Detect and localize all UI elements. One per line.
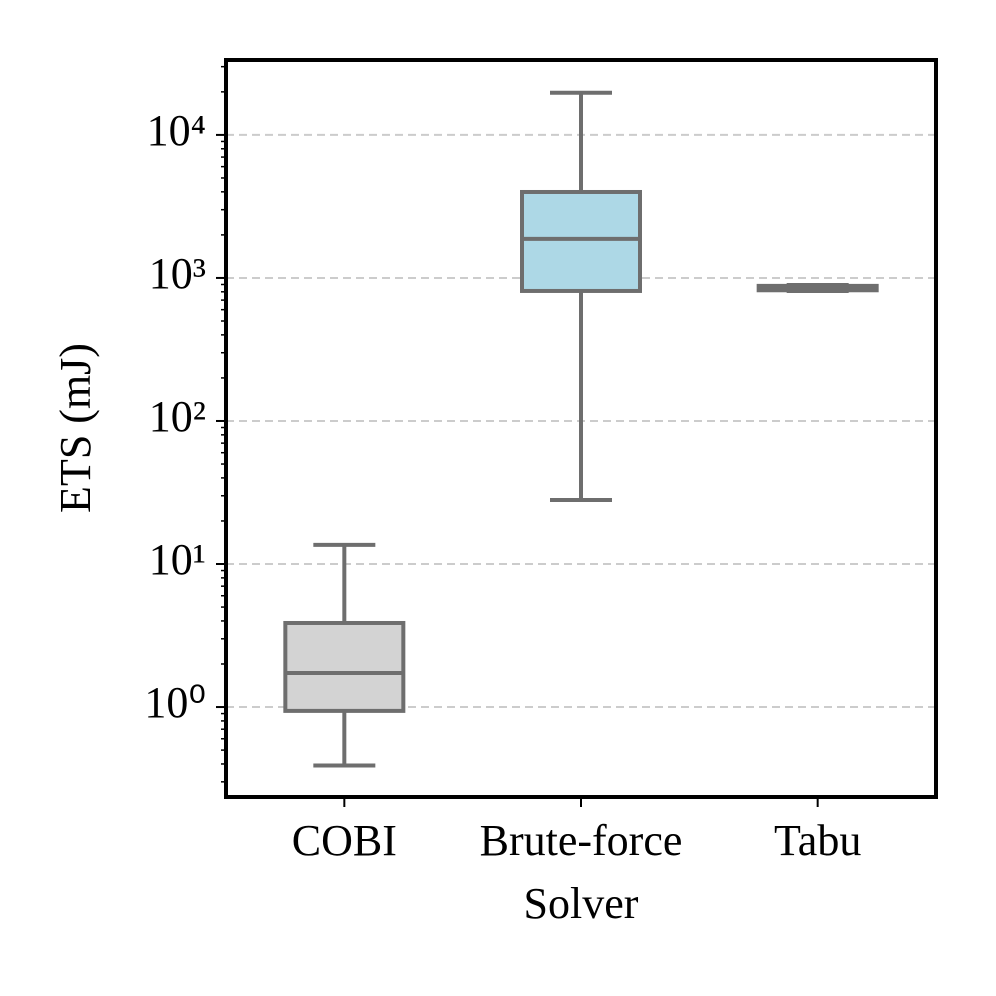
x-tick-label: Brute-force [480, 816, 683, 865]
y-axis-label: ETS (mJ) [51, 343, 100, 513]
y-tick-label: 10³ [149, 249, 206, 298]
plot-frame [224, 58, 938, 799]
x-tick-label: COBI [292, 816, 397, 865]
x-tick-label: Tabu [774, 816, 861, 865]
x-axis-label: Solver [524, 879, 639, 928]
y-tick-label: 10⁰ [144, 678, 206, 727]
y-tick-label: 10¹ [149, 535, 206, 584]
y-tick-label: 10² [149, 392, 206, 441]
box [283, 620, 406, 713]
box [520, 189, 642, 293]
y-tick-label: 10⁴ [147, 106, 206, 155]
